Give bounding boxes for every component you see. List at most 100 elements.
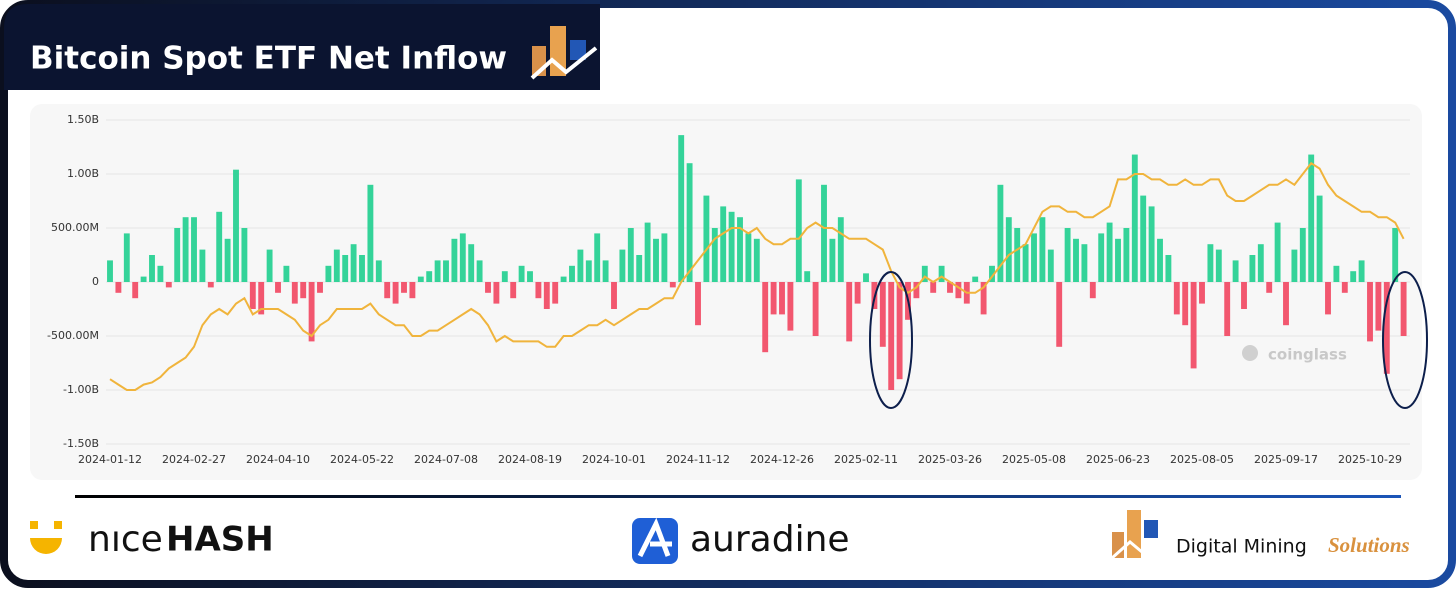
x-tick-label: 2024-08-19 [498, 453, 562, 466]
highlight-ellipse [869, 271, 913, 409]
bar [1241, 282, 1247, 309]
bar [888, 282, 895, 390]
bar [1375, 282, 1382, 331]
bar [149, 255, 155, 282]
bar [140, 276, 147, 282]
bar [275, 282, 281, 293]
bar [1165, 255, 1172, 282]
bar [1098, 233, 1105, 282]
bar [543, 282, 550, 309]
bar [1207, 244, 1214, 282]
bar [443, 260, 449, 282]
bar [585, 260, 592, 282]
line [109, 161, 1405, 391]
bar [1266, 282, 1273, 293]
bar [1358, 260, 1365, 282]
bar [1291, 249, 1298, 282]
y-tick-label: 0 [92, 275, 99, 288]
bar [1005, 217, 1012, 282]
bar [325, 265, 332, 282]
bar [241, 228, 248, 282]
bar [938, 265, 945, 282]
bar [476, 260, 483, 282]
dms-logo: Digital Mining Solutions [1111, 510, 1410, 560]
plot-panel [30, 104, 1422, 480]
bar [678, 135, 685, 282]
bar [308, 282, 315, 342]
bar [1190, 282, 1197, 369]
title-banner [4, 4, 600, 90]
bar [921, 265, 928, 282]
x-tick-label: 2024-12-26 [750, 453, 814, 466]
bar [501, 271, 508, 282]
bar [527, 271, 533, 282]
bar [879, 282, 886, 347]
bar [1325, 282, 1331, 315]
bar [1367, 282, 1373, 342]
y-tick-label: 1.00B [67, 167, 99, 180]
bar [753, 238, 760, 282]
bar [560, 276, 567, 282]
bar [896, 282, 903, 380]
watermark-icon [1242, 345, 1258, 361]
bar [392, 282, 399, 304]
bar [930, 282, 937, 293]
bar [913, 282, 920, 299]
bar [342, 255, 349, 282]
x-tick-label: 2024-10-01 [582, 453, 646, 466]
bar [745, 233, 752, 282]
bar [711, 228, 718, 282]
bar [182, 217, 189, 282]
bar [1115, 238, 1121, 282]
bar [577, 249, 584, 282]
bar [1182, 282, 1189, 326]
bar [1173, 282, 1180, 315]
bar [157, 265, 164, 282]
x-tick-label: 2025-10-29 [1338, 453, 1402, 466]
bar [1148, 206, 1155, 282]
y-tick-label: -500.00M [47, 329, 99, 342]
bar [1157, 238, 1163, 282]
nicehash-logo: nıce HASH [30, 519, 274, 560]
bar [266, 249, 273, 282]
bar [1274, 222, 1281, 282]
bar [199, 249, 206, 282]
bar [653, 238, 659, 282]
bar [1039, 217, 1046, 282]
divider [75, 495, 1401, 498]
bar [703, 195, 710, 282]
x-tick-label: 2025-08-05 [1170, 453, 1234, 466]
bar [224, 238, 231, 282]
bar [1106, 222, 1113, 282]
bar [1140, 195, 1147, 282]
bar [1224, 282, 1231, 336]
bar [661, 233, 668, 282]
bar [955, 282, 962, 299]
bar [1350, 271, 1357, 282]
bar [1131, 154, 1138, 282]
bar [837, 217, 844, 282]
bar [233, 169, 239, 282]
bar [333, 249, 340, 282]
bar [804, 271, 811, 282]
bar [1283, 282, 1289, 326]
bar [1215, 249, 1222, 282]
x-tick-label: 2025-09-17 [1254, 453, 1318, 466]
bar [1199, 282, 1205, 304]
bar [989, 265, 995, 282]
bar [459, 233, 466, 282]
watermark: coinglass [1268, 346, 1347, 364]
x-tick-label: 2025-02-11 [834, 453, 898, 466]
bar [821, 184, 827, 282]
y-tick-label: 1.50B [67, 113, 99, 126]
bar [602, 260, 609, 282]
nicehash-hash: HASH [166, 520, 274, 560]
x-tick-label: 2024-04-10 [246, 453, 310, 466]
bar [359, 255, 365, 282]
auradine-name: auradine [690, 519, 850, 560]
y-tick-label: 500.00M [51, 221, 99, 234]
bar [249, 282, 256, 309]
bar [1257, 244, 1264, 282]
bar [493, 282, 500, 304]
